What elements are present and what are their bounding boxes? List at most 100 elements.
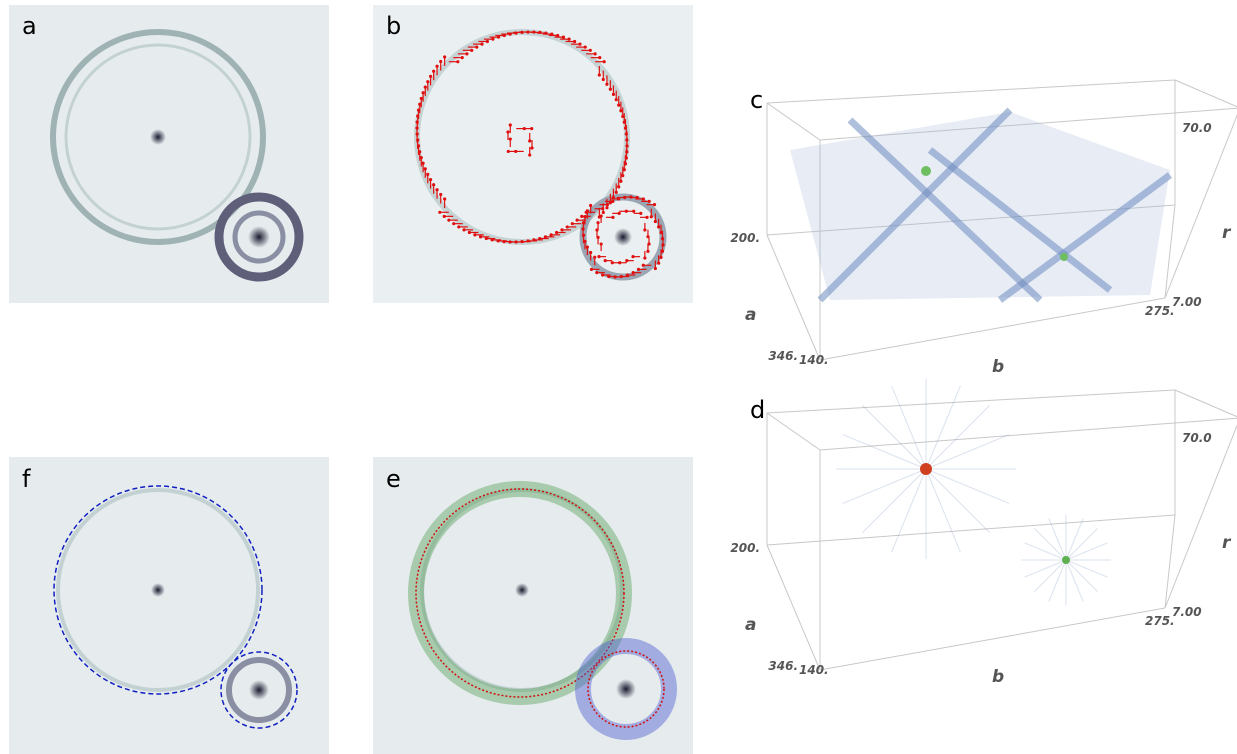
arrow-head [549, 233, 552, 236]
r-axis-label: r [1222, 223, 1232, 243]
arrow-head [632, 210, 635, 213]
arrow-head [443, 197, 446, 200]
arrow-head [447, 219, 450, 222]
box-edge [1175, 390, 1237, 418]
density-ray [862, 405, 926, 469]
arrow-head [654, 220, 657, 223]
arrow-head [590, 268, 593, 271]
center-spot [515, 583, 529, 597]
arrow-head [594, 52, 597, 55]
box-edge [767, 235, 820, 360]
arrow-head [589, 49, 592, 52]
arrow-head [659, 256, 662, 259]
arrow-head [530, 146, 533, 149]
volume-plots: c200.346.140.275.7.0070.0abrd200.346.140… [730, 80, 1237, 687]
box-edge [767, 545, 820, 670]
center-spot [248, 226, 270, 248]
arrow-head [611, 261, 614, 264]
b-tick: 275. [1145, 304, 1175, 318]
arrow-head [605, 83, 608, 86]
center-spot [151, 583, 165, 597]
arrow-head [439, 60, 442, 63]
density-ray [862, 469, 926, 533]
arrow-head [424, 86, 427, 89]
arrow-head [420, 97, 423, 100]
arrow-head [560, 228, 563, 231]
arrow-head [631, 255, 634, 258]
panel-f: f [9, 457, 329, 754]
arrow-head [583, 215, 586, 218]
box-edge [767, 413, 820, 450]
arrow-head [632, 271, 635, 274]
arrow-head [435, 188, 438, 191]
panel-e: e [373, 457, 693, 754]
arrow-head [601, 273, 604, 276]
arrow-head [473, 233, 476, 236]
arrow-head [429, 75, 432, 78]
arrow-head [562, 36, 565, 39]
arrow-head [639, 212, 642, 215]
a-axis-label: a [745, 305, 756, 325]
r-tick: 7.00 [1172, 605, 1202, 619]
figure: a b f e c200.346.140.275.7.0070.0abrd200… [0, 0, 1237, 754]
box-edge [767, 390, 1175, 413]
arrow-head [619, 109, 622, 112]
arrow-head [586, 246, 589, 249]
density-ray [926, 469, 990, 533]
arrow-head [480, 43, 483, 46]
density-ray [1066, 560, 1098, 592]
arrow-head [439, 193, 442, 196]
arrow-head [643, 256, 646, 259]
arrow-head [604, 259, 607, 262]
arrow-head [509, 137, 512, 140]
box-edge [820, 608, 1165, 670]
peak [1062, 556, 1070, 564]
b-tick: 140. [799, 663, 829, 677]
volume-0: c200.346.140.275.7.0070.0abr [730, 80, 1237, 377]
a-tick: 200. [730, 231, 760, 245]
arrow-head [600, 214, 603, 217]
arrow-head [661, 237, 664, 240]
panel-label: c [750, 86, 763, 114]
arrow-head [462, 228, 465, 231]
arrow-head [602, 78, 605, 81]
peak [920, 463, 932, 475]
arrow-head [609, 88, 612, 91]
arrow-head [528, 139, 531, 142]
arrow-head [611, 200, 614, 203]
box-edge [1175, 80, 1237, 108]
arrow-head [576, 219, 579, 222]
panel-label: d [750, 396, 765, 424]
arrow-head [653, 203, 656, 206]
arrow-head [530, 127, 533, 130]
arrow-head [637, 268, 640, 271]
arrow-head [422, 162, 425, 165]
arrow-head [486, 40, 489, 43]
arrow-head [426, 80, 429, 83]
arrow-head [443, 55, 446, 58]
panel-label: b [386, 12, 401, 40]
arrow-head [452, 222, 455, 225]
box-edge [1165, 108, 1237, 298]
arrow-head [465, 52, 468, 55]
arrow-head [654, 267, 657, 270]
arrow-head [580, 215, 583, 218]
center-spot [616, 679, 636, 699]
arrow-head [646, 250, 649, 253]
arrow-head [491, 38, 494, 41]
arrow-head [468, 231, 471, 234]
arrow-head [566, 225, 569, 228]
arrow-head [584, 45, 587, 48]
arrow-head [422, 91, 425, 94]
b-axis-label: b [992, 357, 1004, 377]
arrow-head [589, 251, 592, 254]
box-edge [767, 80, 1175, 103]
arrow-head [612, 93, 615, 96]
arrow-head [571, 222, 574, 225]
arrow-head [646, 235, 649, 238]
center-spot [150, 129, 166, 145]
arrow-head [573, 40, 576, 43]
panel-a: a [9, 5, 329, 303]
arrow-head [470, 49, 473, 52]
